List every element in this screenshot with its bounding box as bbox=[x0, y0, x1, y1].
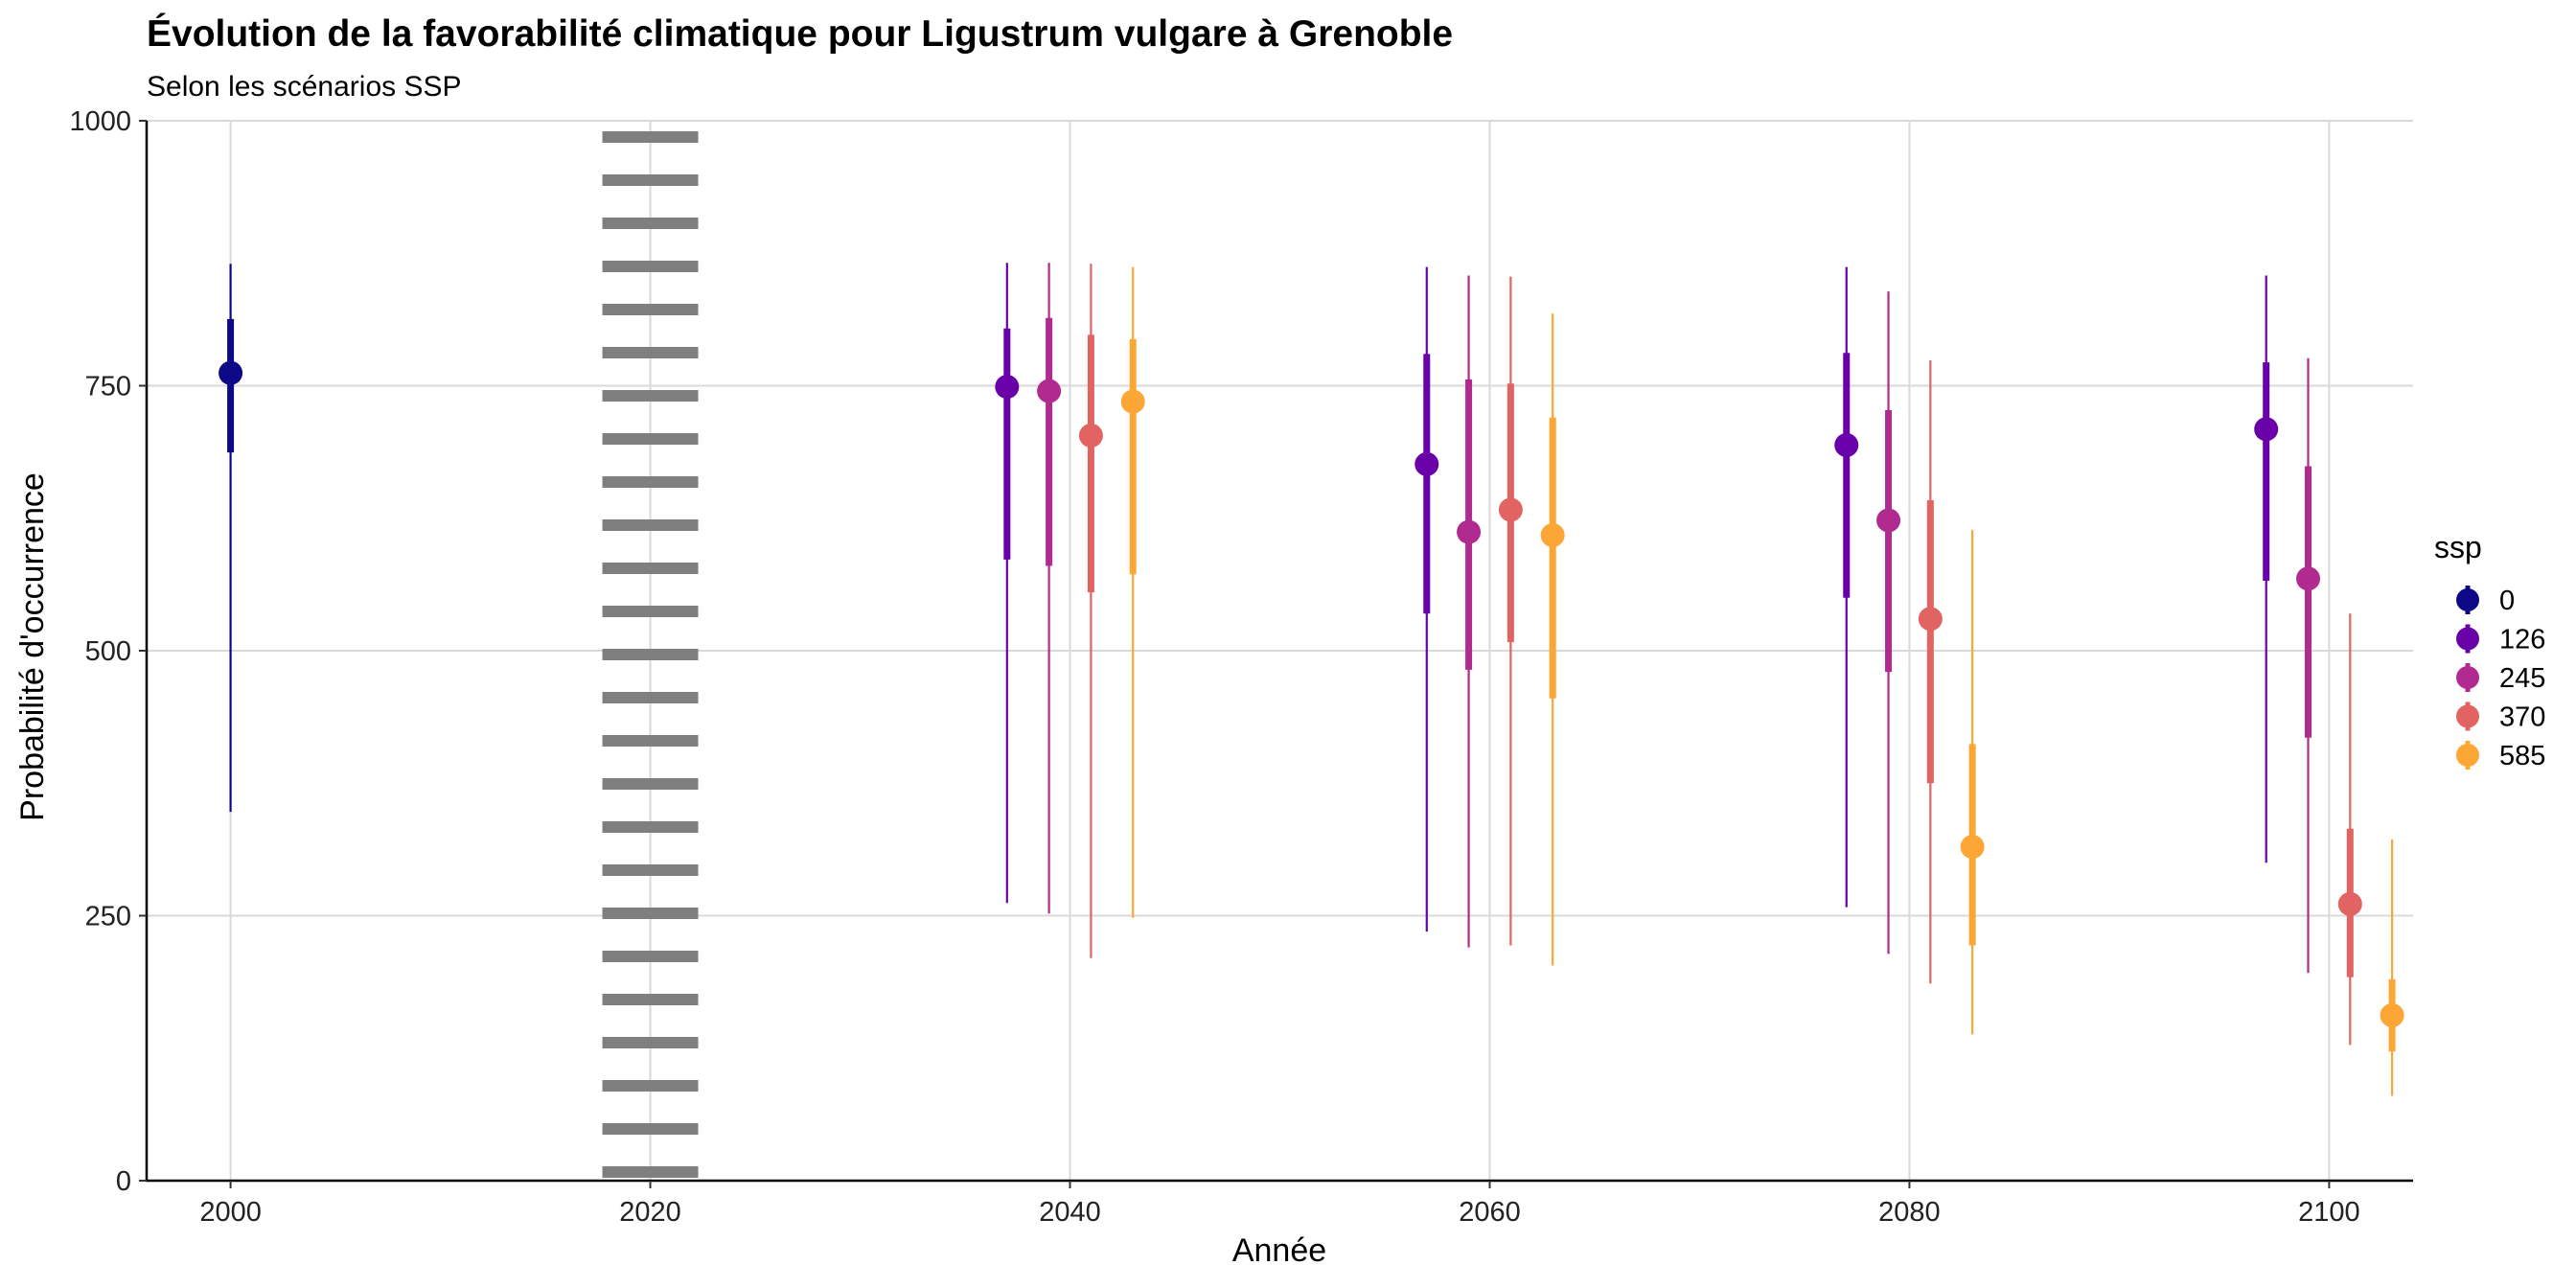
data-point bbox=[1414, 451, 1439, 476]
legend-key-point bbox=[2456, 744, 2479, 767]
data-point bbox=[1120, 389, 1145, 414]
legend: ssp 0 126 245 370 585 bbox=[2434, 530, 2545, 771]
legend-key-point bbox=[2456, 666, 2479, 689]
series-ssp-245 bbox=[1037, 263, 2321, 974]
x-tick-label: 2040 bbox=[1039, 1197, 1101, 1228]
legend-label: 370 bbox=[2499, 702, 2545, 733]
legend-title: ssp bbox=[2434, 530, 2482, 564]
legend-item-126: 126 bbox=[2456, 624, 2545, 656]
legend-items: 0 126 245 370 585 bbox=[2456, 586, 2545, 771]
data-point bbox=[2254, 417, 2279, 442]
legend-item-0: 0 bbox=[2456, 586, 2515, 616]
chart-subtitle: Selon les scénarios SSP bbox=[147, 71, 462, 103]
legend-key-point bbox=[2456, 704, 2479, 728]
data-point bbox=[995, 375, 1020, 400]
data-point bbox=[1078, 423, 1103, 448]
series-ssp-370 bbox=[1078, 264, 2362, 1046]
data-point bbox=[1037, 379, 1062, 403]
x-tick-label: 2080 bbox=[1878, 1197, 1941, 1228]
legend-label: 0 bbox=[2499, 586, 2515, 616]
data-marks bbox=[218, 263, 2404, 1096]
x-tick-label: 2100 bbox=[2298, 1197, 2360, 1228]
data-point bbox=[1960, 835, 1985, 860]
legend-label: 585 bbox=[2499, 741, 2545, 771]
legend-key-point bbox=[2456, 627, 2479, 651]
x-axis-title: Année bbox=[1232, 1232, 1326, 1269]
data-point bbox=[1498, 497, 1523, 522]
x-tick-label: 2060 bbox=[1459, 1197, 1521, 1228]
data-point bbox=[2380, 1002, 2404, 1027]
y-tick-label: 500 bbox=[85, 636, 131, 667]
data-point bbox=[1834, 432, 1859, 457]
legend-key-point bbox=[2456, 588, 2479, 611]
y-tick-label: 250 bbox=[85, 902, 131, 932]
grid bbox=[147, 120, 2413, 1182]
data-point bbox=[2296, 566, 2321, 591]
x-axis-ticks: 2000 2020 2040 2060 2080 2100 bbox=[199, 1181, 2360, 1228]
legend-item-585: 585 bbox=[2456, 741, 2545, 771]
series-ssp-126 bbox=[995, 263, 2279, 932]
data-point bbox=[2337, 891, 2362, 916]
y-axis-title: Probabilité d'occurrence bbox=[14, 472, 51, 821]
data-point bbox=[1876, 508, 1901, 533]
series-ssp-585 bbox=[1120, 266, 2404, 1096]
y-tick-label: 750 bbox=[85, 372, 131, 402]
data-point bbox=[1540, 522, 1565, 547]
y-tick-label: 0 bbox=[116, 1166, 131, 1197]
series-ssp-0 bbox=[218, 264, 243, 813]
y-axis-ticks: 0 250 500 750 1000 bbox=[69, 106, 147, 1197]
legend-item-245: 245 bbox=[2456, 663, 2545, 694]
chart-title: Évolution de la favorabilité climatique … bbox=[147, 12, 1453, 55]
data-point bbox=[1918, 607, 1943, 632]
data-point bbox=[1457, 519, 1482, 544]
x-tick-label: 2000 bbox=[199, 1197, 262, 1228]
x-tick-label: 2020 bbox=[619, 1197, 681, 1228]
data-point bbox=[218, 360, 243, 385]
y-tick-label: 1000 bbox=[69, 106, 131, 137]
legend-label: 245 bbox=[2499, 663, 2545, 694]
legend-item-370: 370 bbox=[2456, 702, 2545, 733]
legend-label: 126 bbox=[2499, 625, 2545, 656]
